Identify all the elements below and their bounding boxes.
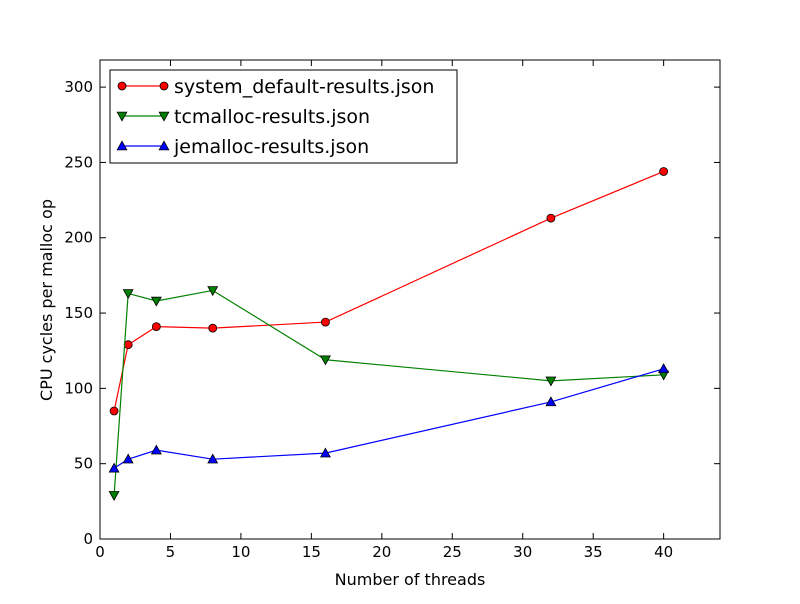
data-point: [545, 396, 557, 407]
y-tick-label: 250: [64, 153, 93, 171]
x-tick-label: 20: [372, 543, 391, 561]
series-2: [108, 363, 670, 473]
x-tick-label: 25: [443, 543, 462, 561]
legend-marker: [158, 140, 170, 151]
series-line: [113, 368, 664, 469]
y-tick-label: 0: [83, 530, 93, 548]
data-point: [319, 447, 331, 458]
legend-label: system_default-results.json: [174, 76, 434, 98]
data-point: [321, 317, 330, 327]
data-point: [122, 453, 134, 464]
legend-label: jemalloc-results.json: [173, 136, 369, 158]
data-point: [122, 289, 134, 300]
data-point: [546, 213, 556, 223]
plot-area-frame: [99, 59, 721, 540]
x-axis-ticks: 0 5 10 15 20 25 30 35 40: [95, 60, 673, 561]
y-tick-label: 100: [64, 379, 93, 397]
data-point: [151, 322, 161, 332]
x-tick-label: 10: [231, 543, 250, 561]
x-tick-label: 0: [95, 543, 105, 561]
legend-marker: [117, 81, 127, 91]
data-point: [207, 453, 219, 464]
data-point: [208, 323, 218, 333]
legend-marker: [158, 111, 170, 122]
legend: system_default-results.json tcmalloc-resu…: [109, 69, 458, 164]
data-point: [150, 296, 162, 307]
y-axis-label: CPU cycles per malloc op: [37, 199, 56, 401]
data-point: [545, 376, 557, 387]
y-tick-label: 150: [64, 304, 93, 322]
data-point: [150, 444, 162, 455]
series-line: [113, 170, 664, 412]
series-0: [109, 167, 669, 416]
y-tick-label: 50: [74, 455, 93, 473]
legend-marker: [116, 111, 128, 122]
legend-marker: [116, 140, 128, 151]
legend-marker: [159, 81, 169, 91]
series-1: [108, 286, 670, 501]
data-point: [207, 286, 219, 297]
x-tick-label: 15: [302, 543, 321, 561]
y-axis-ticks: 0 50 100 150 200 250 300: [64, 78, 720, 548]
y-tick-label: 200: [64, 229, 93, 247]
x-tick-label: 35: [584, 543, 603, 561]
data-point: [319, 355, 331, 366]
data-point: [658, 363, 670, 374]
legend-label: tcmalloc-results.json: [174, 106, 370, 128]
data-point: [659, 167, 669, 176]
plot-layer: [108, 167, 670, 501]
x-axis-label: Number of threads: [335, 570, 486, 589]
x-tick-label: 30: [513, 543, 532, 561]
x-tick-label: 5: [166, 543, 176, 561]
data-point: [108, 491, 120, 501]
y-tick-label: 300: [64, 78, 93, 96]
x-tick-label: 40: [654, 543, 673, 561]
data-point: [109, 406, 119, 416]
data-point: [108, 462, 120, 473]
